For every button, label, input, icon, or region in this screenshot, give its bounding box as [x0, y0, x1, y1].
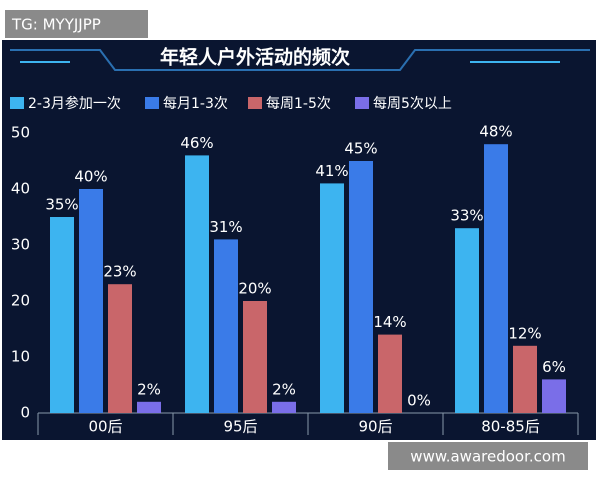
y-tick-label: 30: [11, 236, 30, 254]
value-label: 40%: [74, 168, 107, 186]
bar: [214, 239, 238, 413]
y-tick-label: 20: [11, 292, 30, 310]
bar: [185, 155, 209, 413]
legend-label: 每周5次以上: [373, 96, 452, 112]
value-label: 2%: [272, 380, 296, 398]
value-label: 31%: [209, 218, 242, 236]
value-label: 14%: [373, 313, 406, 331]
bar: [320, 183, 344, 413]
value-label: 23%: [103, 263, 136, 281]
legend-swatch: [10, 97, 24, 109]
value-label: 0%: [407, 392, 431, 410]
value-label: 48%: [479, 123, 512, 141]
bar: [272, 401, 296, 413]
value-label: 33%: [450, 207, 483, 225]
y-tick-label: 50: [11, 124, 30, 142]
y-tick-label: 0: [20, 404, 30, 422]
value-label: 41%: [315, 162, 348, 180]
value-label: 2%: [137, 380, 161, 398]
legend-swatch: [355, 97, 369, 109]
watermark-box: [5, 10, 148, 38]
x-tick-label: 80-85后: [481, 418, 540, 436]
bar: [50, 217, 74, 413]
bar: [513, 345, 537, 413]
bar: [349, 161, 373, 413]
watermark: TG: MYYJJPP: [11, 16, 101, 34]
value-label: 35%: [45, 196, 78, 214]
y-tick-label: 10: [11, 348, 30, 366]
x-tick-label: 95后: [223, 418, 257, 436]
banner-line: [10, 49, 590, 71]
bar: [108, 284, 132, 413]
legend-label: 2-3月参加一次: [28, 95, 121, 112]
bar: [79, 189, 103, 413]
bar: [243, 301, 267, 413]
legend-label: 每周1-5次: [266, 96, 331, 112]
chart-title: 年轻人户外活动的频次: [160, 46, 350, 69]
bar: [137, 401, 161, 413]
value-label: 46%: [180, 134, 213, 152]
value-label: 45%: [344, 140, 377, 158]
x-tick-label: 90后: [358, 418, 392, 436]
source: www.awaredoor.com: [410, 448, 565, 466]
value-label: 12%: [508, 324, 541, 342]
title-decoration: [10, 49, 590, 71]
bar: [378, 334, 402, 413]
legend-swatch: [145, 97, 159, 109]
value-label: 20%: [238, 280, 271, 298]
bar: [484, 144, 508, 413]
value-label: 6%: [542, 358, 566, 376]
x-tick-label: 00后: [88, 418, 122, 436]
source-box: [388, 442, 588, 470]
legend-swatch: [248, 97, 262, 109]
bar: [542, 379, 566, 413]
bar: [455, 228, 479, 413]
legend-label: 每月1-3次: [163, 96, 228, 112]
y-tick-label: 40: [11, 180, 30, 198]
